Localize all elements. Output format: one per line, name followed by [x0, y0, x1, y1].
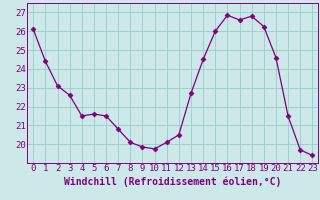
- X-axis label: Windchill (Refroidissement éolien,°C): Windchill (Refroidissement éolien,°C): [64, 176, 282, 187]
